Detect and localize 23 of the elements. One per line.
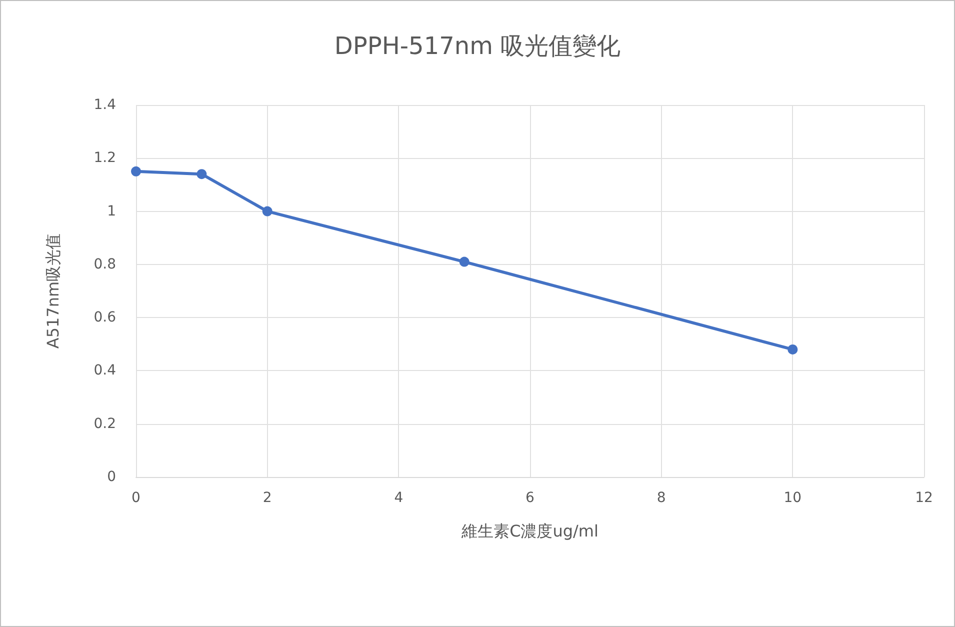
- x-axis-title: 維生素C濃度ug/ml: [460, 522, 598, 540]
- x-tick-label: 2: [262, 490, 272, 506]
- y-tick-label: 0.2: [94, 416, 116, 432]
- x-tick-label: 10: [784, 490, 802, 506]
- y-tick-label: 0: [107, 469, 116, 485]
- y-tick-label: 1: [107, 203, 116, 220]
- y-tick-label: 1.2: [94, 150, 116, 166]
- chart-title: DPPH-517nm 吸光值變化: [334, 32, 621, 60]
- x-tick-label: 12: [915, 490, 933, 506]
- point: [131, 166, 141, 176]
- point: [196, 169, 207, 180]
- point: [788, 344, 798, 354]
- y-tick-label: 0.8: [94, 256, 116, 272]
- y-tick-label: 0.6: [94, 310, 116, 326]
- x-tick-label: 8: [656, 490, 666, 506]
- point: [262, 206, 272, 216]
- y-tick-label: 0.4: [94, 362, 116, 379]
- x-tick-label: 4: [394, 490, 404, 506]
- y-tick-label: 1.4: [94, 97, 116, 113]
- y-axis-title: A517nm吸光值: [44, 233, 62, 349]
- x-tick-label: 6: [526, 490, 535, 506]
- x-tick-label: 0: [132, 490, 140, 506]
- point: [459, 256, 470, 267]
